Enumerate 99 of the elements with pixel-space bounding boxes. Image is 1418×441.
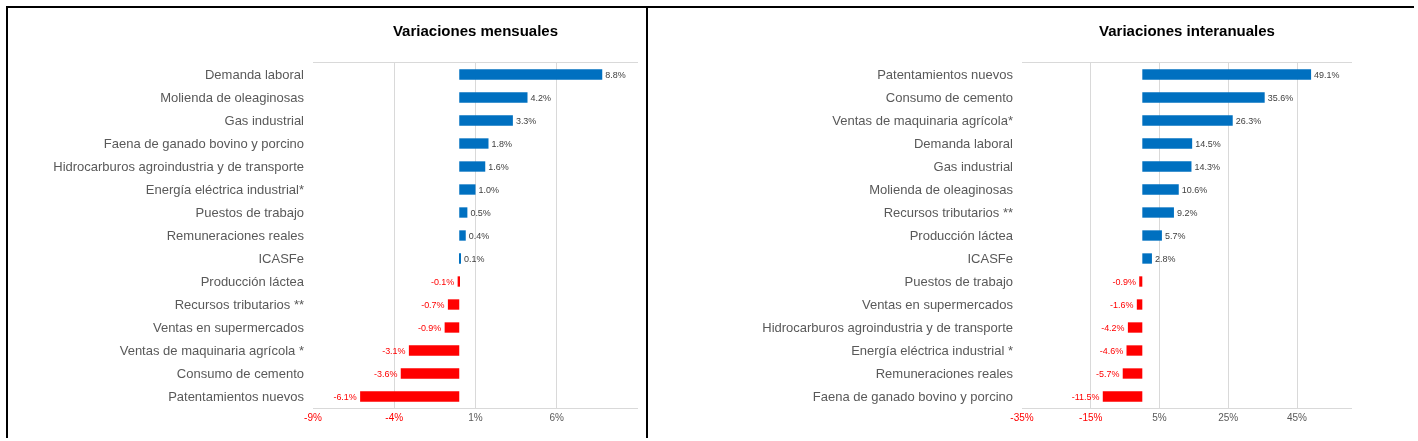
data-label: 5.7% bbox=[1164, 230, 1186, 241]
bar bbox=[1142, 138, 1193, 149]
bar bbox=[1136, 299, 1143, 310]
x-tick-label: 45% bbox=[1286, 412, 1308, 423]
y-tick-label: Demanda laboral bbox=[204, 67, 305, 83]
bar bbox=[400, 368, 460, 379]
y-tick-label: Recursos tributarios ** bbox=[883, 205, 1013, 221]
bar bbox=[408, 345, 460, 356]
y-tick-label: Patentamientos nuevos bbox=[168, 389, 305, 405]
x-tick-label: 1% bbox=[468, 412, 483, 423]
x-tick-label: 25% bbox=[1218, 412, 1239, 423]
y-tick-label: Faena de ganado bovino y porcino bbox=[812, 389, 1013, 405]
x-tick-label: -9% bbox=[304, 412, 322, 423]
data-label: -4.2% bbox=[1101, 322, 1125, 333]
x-tick-label: -4% bbox=[385, 412, 404, 423]
x-tick-label: 5% bbox=[1152, 412, 1167, 423]
y-tick-label: Remuneraciones reales bbox=[166, 228, 305, 244]
bar bbox=[459, 138, 489, 149]
y-tick-label: Demanda laboral bbox=[913, 136, 1014, 152]
y-tick-label: Remuneraciones reales bbox=[875, 366, 1014, 382]
bar bbox=[1142, 184, 1179, 195]
y-tick-label: Ventas en supermercados bbox=[861, 297, 1014, 313]
bar bbox=[459, 115, 513, 126]
data-label: 2.8% bbox=[1154, 253, 1176, 264]
bar bbox=[1142, 253, 1152, 264]
data-label: -3.1% bbox=[382, 345, 406, 356]
data-label: 3.3% bbox=[515, 115, 537, 126]
data-label: 0.1% bbox=[464, 253, 485, 264]
bar bbox=[459, 207, 468, 218]
y-tick-label: Consumo de cemento bbox=[885, 90, 1013, 106]
y-tick-label: Faena de ganado bovino y porcino bbox=[103, 136, 304, 152]
y-tick-label: Gas industrial bbox=[933, 159, 1014, 175]
data-label: -11.5% bbox=[1071, 391, 1100, 402]
bar bbox=[459, 161, 486, 172]
bar bbox=[447, 299, 460, 310]
bar bbox=[1142, 69, 1312, 80]
data-label: 8.8% bbox=[605, 69, 626, 80]
bar bbox=[459, 92, 528, 103]
data-label: -0.1% bbox=[430, 276, 455, 287]
data-label: -5.7% bbox=[1095, 368, 1120, 379]
y-tick-label: Puestos de trabajo bbox=[904, 274, 1013, 290]
bar bbox=[1139, 276, 1143, 287]
bar bbox=[1102, 391, 1143, 402]
data-label: -1.6% bbox=[1110, 299, 1134, 310]
x-tick-label: -15% bbox=[1079, 412, 1103, 423]
y-tick-label: Energía eléctrica industrial * bbox=[851, 343, 1013, 359]
y-tick-label: Molienda de oleaginosas bbox=[160, 90, 305, 106]
x-tick-label: 6% bbox=[549, 412, 565, 423]
data-label: 14.5% bbox=[1195, 138, 1221, 149]
bar bbox=[459, 230, 466, 241]
data-label: 1.6% bbox=[488, 161, 509, 172]
y-tick-label: Patentamientos nuevos bbox=[877, 67, 1014, 83]
data-label: 0.4% bbox=[468, 230, 490, 241]
bar bbox=[1142, 207, 1174, 218]
bar bbox=[1142, 92, 1265, 103]
data-label: -0.9% bbox=[1112, 276, 1136, 287]
data-label: 0.5% bbox=[470, 207, 491, 218]
data-label: 1.0% bbox=[478, 184, 499, 195]
chart-title: Variaciones interanuales bbox=[1099, 21, 1275, 39]
data-label: 49.1% bbox=[1314, 69, 1340, 80]
data-label: 14.3% bbox=[1194, 161, 1220, 172]
y-tick-label: Energía eléctrica industrial* bbox=[145, 182, 304, 198]
bar bbox=[459, 184, 476, 195]
bar bbox=[444, 322, 460, 333]
data-label: 10.6% bbox=[1181, 184, 1208, 195]
y-tick-label: Producción láctea bbox=[200, 274, 305, 290]
data-label: 26.3% bbox=[1235, 115, 1262, 126]
data-label: -4.6% bbox=[1099, 345, 1124, 356]
data-label: -3.6% bbox=[374, 368, 398, 379]
bar bbox=[1127, 322, 1143, 333]
data-label: -0.7% bbox=[421, 299, 445, 310]
y-tick-label: Ventas de maquinaria agrícola* bbox=[832, 113, 1013, 129]
bar bbox=[1142, 115, 1233, 126]
y-tick-label: Puestos de trabajo bbox=[195, 205, 304, 221]
chart-title: Variaciones mensuales bbox=[392, 21, 559, 39]
y-tick-label: Ventas en supermercados bbox=[152, 320, 305, 336]
data-label: 9.2% bbox=[1176, 207, 1198, 218]
bar bbox=[459, 69, 603, 80]
y-tick-label: Recursos tributarios ** bbox=[174, 297, 304, 313]
bar bbox=[1142, 230, 1162, 241]
data-label: 35.6% bbox=[1267, 92, 1294, 103]
bar bbox=[1122, 368, 1143, 379]
bar bbox=[1142, 161, 1192, 172]
y-tick-label: Producción láctea bbox=[909, 228, 1014, 244]
x-tick-label: -35% bbox=[1010, 412, 1034, 423]
y-tick-label: Hidrocarburos agroindustria y de transporte bbox=[53, 159, 304, 175]
data-label: 1.8% bbox=[491, 138, 512, 149]
y-tick-label: Molienda de oleaginosas bbox=[869, 182, 1014, 198]
data-label: 4.2% bbox=[530, 92, 551, 103]
y-tick-label: Consumo de cemento bbox=[176, 366, 304, 382]
y-tick-label: Ventas de maquinaria agrícola * bbox=[119, 343, 304, 359]
data-label: -0.9% bbox=[417, 322, 442, 333]
y-tick-label: ICASFe bbox=[258, 251, 304, 267]
bar bbox=[360, 391, 460, 402]
bar bbox=[1126, 345, 1143, 356]
y-tick-label: Hidrocarburos agroindustria y de transporte bbox=[762, 320, 1013, 336]
y-tick-label: ICASFe bbox=[967, 251, 1013, 267]
data-label: -6.1% bbox=[333, 391, 357, 402]
y-tick-label: Gas industrial bbox=[224, 113, 305, 129]
